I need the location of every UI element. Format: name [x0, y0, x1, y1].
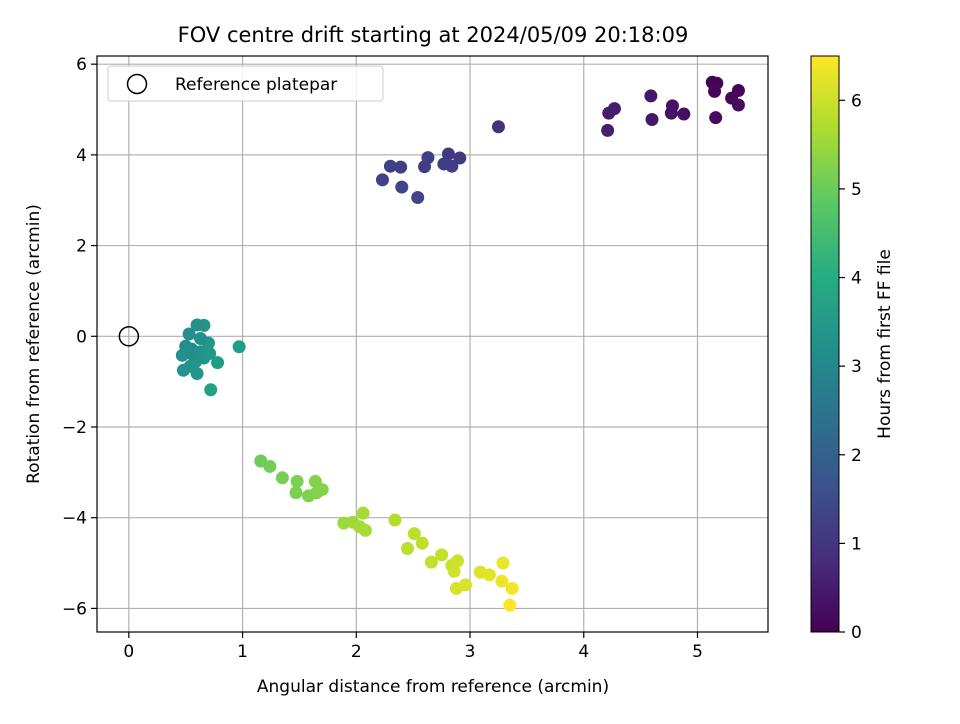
- data-point: [445, 159, 459, 173]
- data-point: [503, 598, 517, 612]
- data-point: [645, 112, 659, 126]
- data-point: [415, 536, 429, 550]
- data-point: [356, 506, 370, 520]
- colorbar-ticks: 0 1 2 3 4 5 6: [839, 91, 862, 643]
- data-point: [204, 383, 218, 397]
- data-point: [644, 89, 658, 103]
- legend-entry-reference: Reference platepar: [175, 75, 337, 95]
- data-point: [731, 98, 745, 112]
- y-tick-label: 6: [76, 55, 87, 75]
- data-point: [505, 581, 519, 595]
- data-point: [451, 554, 465, 568]
- plot-frame: [96, 55, 769, 633]
- y-tick-label: −2: [62, 418, 87, 438]
- data-point: [203, 347, 217, 361]
- x-tick-label: 1: [237, 642, 248, 662]
- y-tick-label: −6: [62, 599, 87, 619]
- y-tick-label: 2: [76, 237, 87, 257]
- data-point: [182, 327, 196, 341]
- reference-marker-group: [118, 326, 140, 347]
- data-point: [193, 332, 207, 346]
- colorbar-tick-label: 2: [851, 446, 862, 466]
- colorbar-tick-label: 4: [851, 269, 862, 289]
- colorbar: [810, 55, 840, 633]
- colorbar-tick-label: 1: [851, 534, 862, 554]
- data-point: [275, 471, 289, 485]
- data-point: [407, 527, 421, 541]
- data-point: [453, 151, 467, 165]
- data-point: [289, 486, 303, 500]
- data-point: [496, 556, 510, 570]
- colorbar-tick-label: 5: [851, 180, 862, 200]
- x-tick-label: 4: [578, 642, 589, 662]
- data-point: [677, 107, 691, 121]
- reference-marker: [118, 326, 140, 347]
- x-tick-label: 0: [123, 642, 134, 662]
- chart-title: FOV centre drift starting at 2024/05/09 …: [178, 23, 689, 47]
- data-point: [190, 318, 204, 332]
- data-point: [395, 180, 409, 194]
- x-axis-label: Angular distance from reference (arcmin): [257, 677, 609, 697]
- data-point: [309, 486, 323, 500]
- data-point: [482, 568, 496, 582]
- data-point: [441, 147, 455, 161]
- data-point: [435, 548, 449, 562]
- x-tick-label: 5: [692, 642, 703, 662]
- legend: Reference platepar: [107, 65, 384, 102]
- data-point: [495, 574, 509, 588]
- data-point: [664, 106, 678, 120]
- colorbar-tick-label: 3: [851, 357, 862, 377]
- data-point: [708, 84, 722, 98]
- data-point: [418, 160, 432, 174]
- x-tick-label: 2: [351, 642, 362, 662]
- data-point: [232, 340, 246, 354]
- data-point: [375, 173, 389, 187]
- colorbar-label: Hours from first FF file: [875, 249, 895, 439]
- data-point: [211, 356, 225, 370]
- data-point: [411, 191, 425, 205]
- data-point: [458, 578, 472, 592]
- data-point: [602, 106, 616, 120]
- data-point: [491, 120, 505, 134]
- y-axis-label: Rotation from reference (arcmin): [24, 204, 44, 484]
- y-tick-label: −4: [62, 509, 87, 529]
- grid-lines: [97, 56, 768, 632]
- y-tick-label: 0: [76, 327, 87, 347]
- data-point: [383, 159, 397, 173]
- data-point: [424, 555, 438, 569]
- data-point: [263, 459, 277, 473]
- x-axis-ticks: 0 1 2 3 4 5: [123, 632, 703, 662]
- y-tick-label: 4: [76, 146, 87, 166]
- data-point: [400, 542, 414, 556]
- data-point: [358, 523, 372, 537]
- data-point: [447, 564, 461, 578]
- data-point: [175, 348, 189, 362]
- legend-marker-icon: [126, 73, 148, 95]
- data-point: [601, 123, 615, 137]
- legend-box: [107, 65, 384, 102]
- data-points: [175, 75, 745, 612]
- data-point: [388, 513, 402, 527]
- data-point: [394, 160, 408, 174]
- data-point: [709, 111, 723, 125]
- y-axis-ticks: −6 −4 −2 0 2 4 6: [62, 55, 97, 619]
- colorbar-tick-label: 0: [851, 623, 862, 643]
- x-tick-label: 3: [465, 642, 476, 662]
- colorbar-tick-label: 6: [851, 91, 862, 111]
- data-point: [190, 366, 204, 380]
- data-point: [290, 474, 304, 488]
